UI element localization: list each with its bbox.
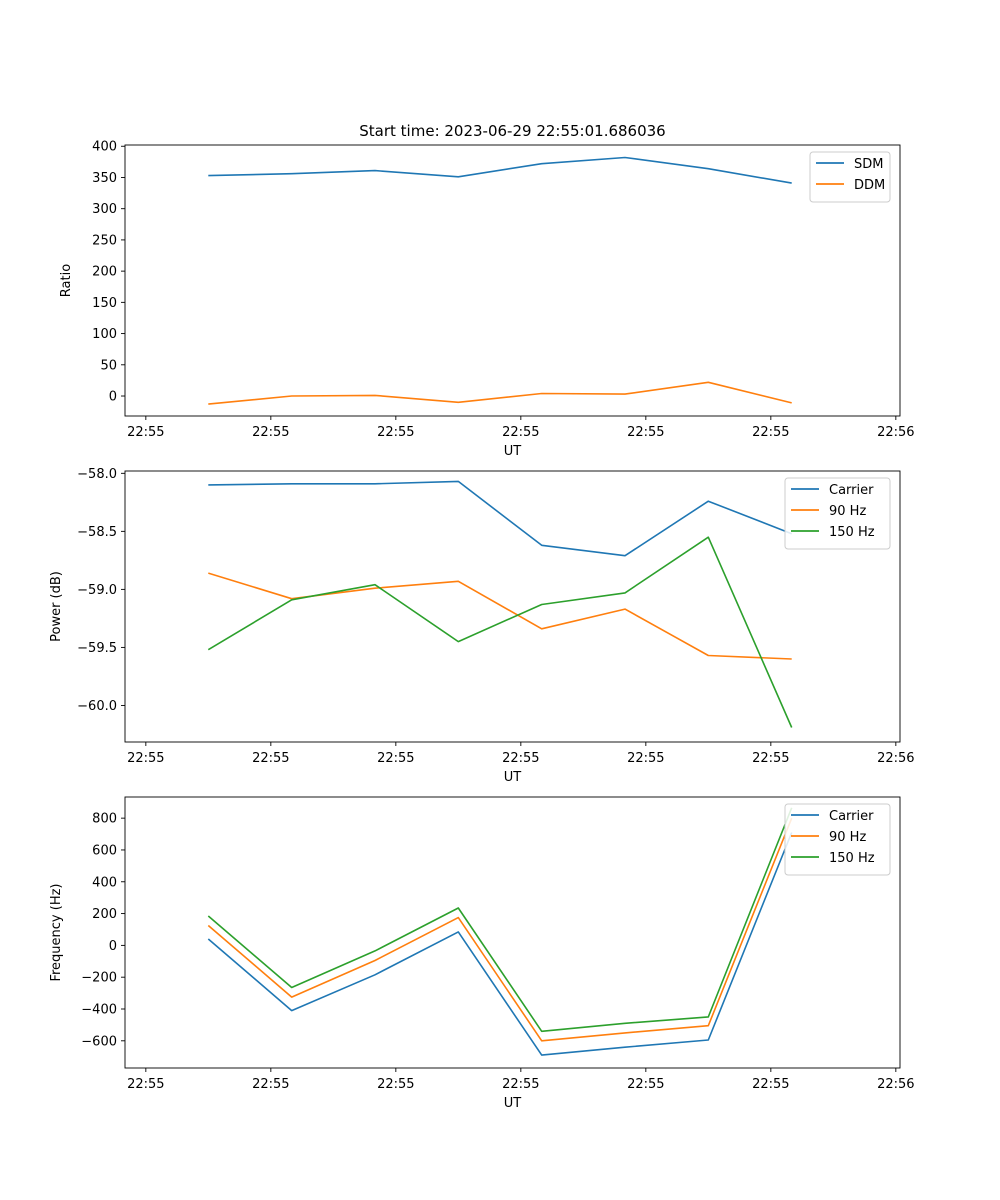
y-axis-label: Ratio [59, 264, 74, 297]
legend-label: 150 Hz [829, 851, 875, 866]
subplot-ratio: 22:55 22:55 22:55 22:55 22:55 22:55 22:56 0 50 10… [59, 140, 915, 459]
y-tick-label: 250 [92, 233, 117, 248]
series-line-0 [207, 832, 793, 1056]
x-tick-label: 22:55 [752, 425, 789, 440]
legend-label: DDM [854, 178, 885, 193]
y-tick-label: 350 [92, 171, 117, 186]
figure-title: Start time: 2023-06-29 22:55:01.686036 [359, 122, 665, 140]
subplot-power: 22:55 22:55 22:55 22:55 22:55 22:55 22:56 −58.0… [49, 467, 915, 785]
legend-label: 90 Hz [829, 504, 866, 519]
x-tick-label: 22:55 [752, 751, 789, 766]
series-line-2 [207, 536, 793, 728]
legend-label: 90 Hz [829, 830, 866, 845]
x-tick-label: 22:56 [877, 1077, 914, 1092]
y-axis-label: Frequency (Hz) [49, 883, 64, 981]
y-tick-label: −200 [81, 971, 117, 986]
series-line-1 [208, 381, 792, 405]
x-axis-label: UT [504, 444, 522, 459]
x-tick-label: 22:55 [627, 751, 664, 766]
x-tick-label: 22:55 [502, 425, 539, 440]
x-tick-label: 22:55 [252, 751, 289, 766]
y-axis-label: Power (dB) [49, 571, 64, 642]
legend-label: Carrier [829, 483, 874, 498]
y-tick-label: −59.5 [77, 641, 117, 656]
x-tick-label: 22:56 [877, 425, 914, 440]
x-tick-label: 22:55 [377, 425, 414, 440]
x-tick-label: 22:55 [377, 1077, 414, 1092]
axes-frame [124, 144, 901, 417]
x-tick-label: 22:55 [627, 425, 664, 440]
y-tick-label: −58.0 [77, 467, 117, 482]
legend-label: 150 Hz [829, 525, 875, 540]
subplot-frequency: 22:55 22:55 22:55 22:55 22:55 22:55 22:56 −600 −… [49, 796, 915, 1111]
x-tick-label: 22:55 [127, 425, 164, 440]
x-tick-label: 22:56 [877, 751, 914, 766]
x-tick-label: 22:55 [627, 1077, 664, 1092]
x-tick-label: 22:55 [377, 751, 414, 766]
axes-frame [124, 470, 901, 743]
x-tick-label: 22:55 [252, 1077, 289, 1092]
x-tick-label: 22:55 [127, 751, 164, 766]
x-tick-label: 22:55 [502, 1077, 539, 1092]
series-line-0 [208, 156, 792, 184]
x-axis-label: UT [504, 1096, 522, 1111]
series-line-1 [207, 817, 793, 1042]
series-line-0 [208, 480, 792, 557]
x-tick-label: 22:55 [502, 751, 539, 766]
legend-label: Carrier [829, 809, 874, 824]
y-tick-label: −59.0 [77, 583, 117, 598]
y-tick-label: 0 [109, 390, 117, 405]
x-tick-label: 22:55 [127, 1077, 164, 1092]
y-tick-label: 400 [92, 140, 117, 155]
y-tick-label: 50 [100, 358, 117, 373]
y-tick-label: −58.5 [77, 525, 117, 540]
series-line-1 [208, 572, 792, 660]
x-tick-label: 22:55 [252, 425, 289, 440]
y-tick-label: 600 [92, 843, 117, 858]
y-tick-label: 200 [92, 907, 117, 922]
y-tick-label: 400 [92, 875, 117, 890]
y-tick-label: 800 [92, 812, 117, 827]
y-tick-label: −400 [81, 1002, 117, 1017]
y-tick-label: 150 [92, 296, 117, 311]
x-axis-label: UT [504, 770, 522, 785]
y-tick-label: −600 [81, 1034, 117, 1049]
y-tick-label: 200 [92, 265, 117, 280]
y-tick-label: 300 [92, 202, 117, 217]
x-tick-label: 22:55 [752, 1077, 789, 1092]
axes-frame [124, 796, 901, 1069]
legend-box [809, 151, 891, 203]
y-tick-label: 100 [92, 327, 117, 342]
y-tick-label: −60.0 [77, 699, 117, 714]
y-tick-label: 0 [109, 939, 117, 954]
series-line-2 [207, 807, 793, 1033]
legend-label: SDM [854, 157, 883, 172]
